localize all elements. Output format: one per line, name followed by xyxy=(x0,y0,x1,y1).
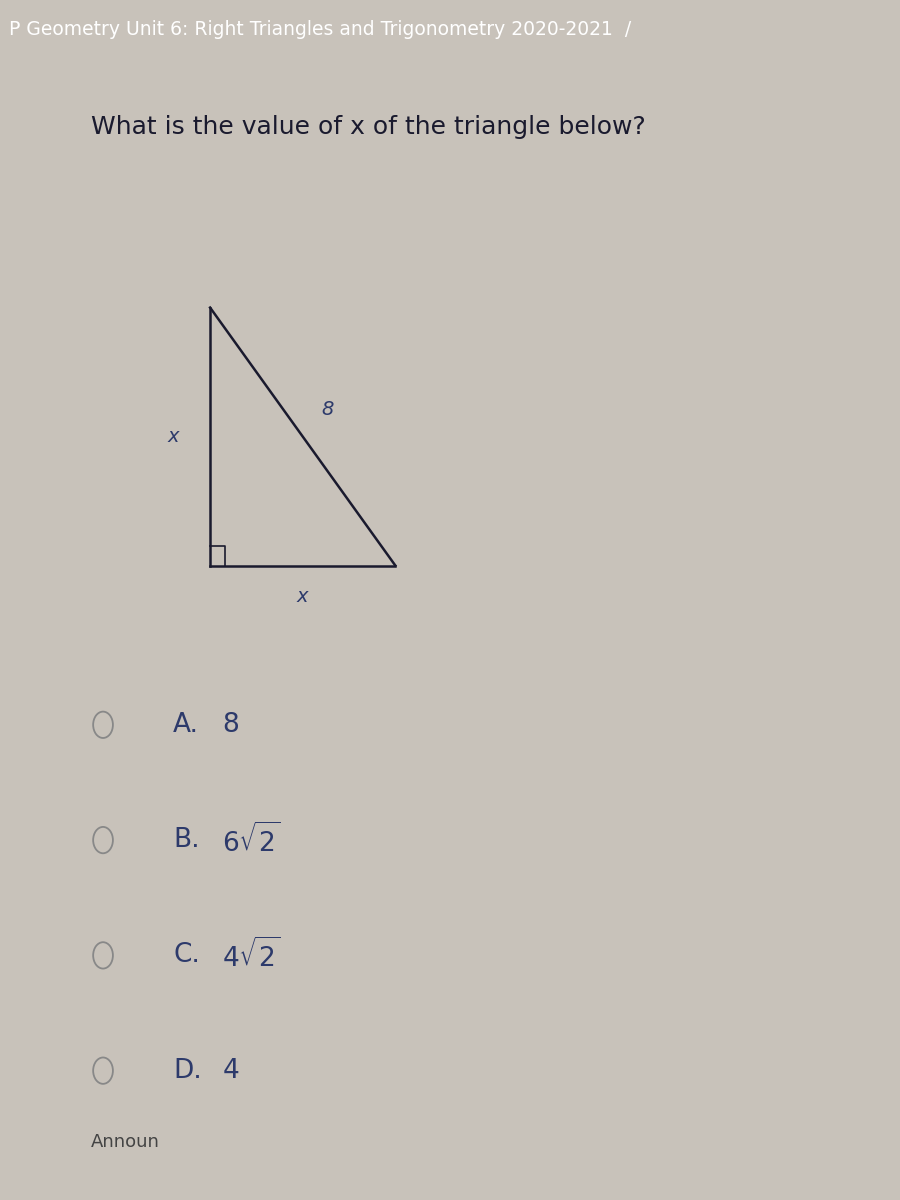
Text: B.: B. xyxy=(173,827,200,853)
Text: $4\sqrt{2}$: $4\sqrt{2}$ xyxy=(222,938,281,973)
Text: P Geometry Unit 6: Right Triangles and Trigonometry 2020-2021  /: P Geometry Unit 6: Right Triangles and T… xyxy=(9,19,631,38)
Text: A.: A. xyxy=(173,712,199,738)
Text: 4: 4 xyxy=(222,1057,239,1084)
Text: x: x xyxy=(167,427,179,446)
Text: Announ: Announ xyxy=(91,1133,159,1151)
Text: 8: 8 xyxy=(321,400,334,419)
Text: C.: C. xyxy=(173,942,200,968)
Text: x: x xyxy=(297,587,309,606)
Text: $6\sqrt{2}$: $6\sqrt{2}$ xyxy=(222,823,281,858)
Text: D.: D. xyxy=(173,1057,202,1084)
Text: What is the value of x of the triangle below?: What is the value of x of the triangle b… xyxy=(91,115,645,139)
Text: 8: 8 xyxy=(222,712,239,738)
